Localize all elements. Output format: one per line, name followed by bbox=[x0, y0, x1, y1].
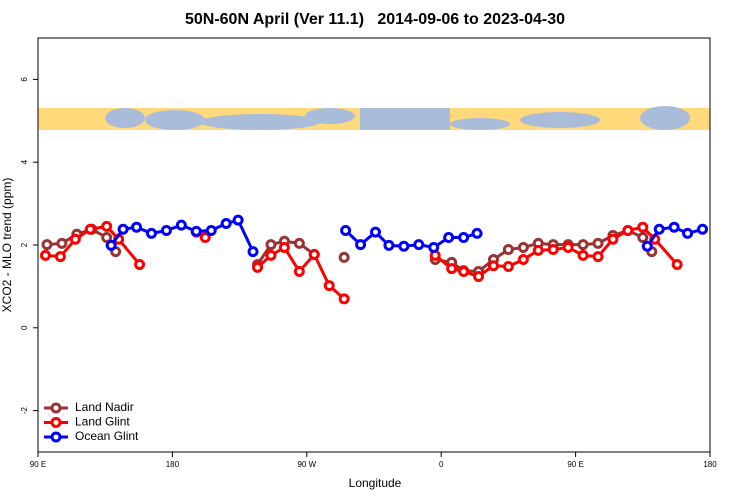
data-point bbox=[607, 233, 619, 245]
x-tick-label: 90 E bbox=[30, 460, 46, 469]
legend-marker bbox=[50, 402, 62, 414]
data-point bbox=[101, 232, 113, 244]
data-point bbox=[323, 280, 335, 292]
data-point bbox=[355, 239, 367, 251]
data-point bbox=[517, 253, 529, 265]
data-point bbox=[592, 237, 604, 249]
data-point bbox=[232, 214, 244, 226]
data-point bbox=[502, 261, 514, 273]
data-point bbox=[205, 225, 217, 237]
data-point bbox=[265, 249, 277, 261]
data-point bbox=[134, 258, 146, 270]
data-point bbox=[54, 251, 66, 263]
data-point bbox=[175, 219, 187, 231]
data-point bbox=[473, 270, 485, 282]
data-point bbox=[637, 232, 649, 244]
data-point bbox=[369, 226, 381, 238]
legend-label: Land Nadir bbox=[75, 400, 134, 414]
data-point bbox=[308, 249, 320, 261]
y-tick-label: 4 bbox=[20, 159, 29, 164]
data-point bbox=[641, 240, 653, 252]
data-point bbox=[682, 227, 694, 239]
chart-title: 50N-60N April (Ver 11.1) 2014-09-06 to 2… bbox=[185, 11, 565, 28]
data-point bbox=[428, 241, 440, 253]
y-tick-label: 6 bbox=[20, 77, 29, 82]
data-point bbox=[413, 239, 425, 251]
data-point bbox=[338, 293, 350, 305]
data-point bbox=[145, 227, 157, 239]
y-tick-label: 0 bbox=[20, 325, 29, 330]
data-point bbox=[117, 223, 129, 235]
data-point bbox=[622, 225, 634, 237]
data-point bbox=[443, 232, 455, 244]
data-point bbox=[160, 225, 172, 237]
legend-marker bbox=[50, 431, 62, 443]
data-point bbox=[471, 227, 483, 239]
data-point bbox=[293, 237, 305, 249]
data-point bbox=[532, 244, 544, 256]
y-tick-label: 2 bbox=[20, 242, 29, 247]
y-tick-label: -2 bbox=[20, 406, 29, 414]
data-point bbox=[190, 225, 202, 237]
map-strip bbox=[38, 106, 710, 130]
data-point bbox=[653, 223, 665, 235]
x-tick-label: 90 W bbox=[297, 460, 316, 469]
x-tick-label: 90 E bbox=[567, 460, 583, 469]
x-axis-label: Longitude bbox=[349, 476, 402, 490]
data-point bbox=[41, 239, 53, 251]
data-point bbox=[637, 221, 649, 233]
y-axis-label: XCO2 - MLO trend (ppm) bbox=[0, 178, 14, 313]
x-tick-label: 180 bbox=[166, 460, 180, 469]
data-point bbox=[446, 263, 458, 275]
data-point bbox=[517, 241, 529, 253]
data-point bbox=[671, 258, 683, 270]
x-tick-label: 180 bbox=[703, 460, 717, 469]
data-point bbox=[338, 251, 350, 263]
data-point bbox=[39, 249, 51, 261]
data-point bbox=[502, 244, 514, 256]
data-point bbox=[131, 221, 143, 233]
legend-marker bbox=[50, 417, 62, 428]
data-point bbox=[69, 233, 81, 245]
data-point bbox=[247, 246, 259, 258]
data-point bbox=[56, 237, 68, 249]
data-point bbox=[547, 244, 559, 256]
data-point bbox=[84, 223, 96, 235]
data-point bbox=[293, 265, 305, 277]
data-point bbox=[458, 265, 470, 277]
data-point bbox=[577, 249, 589, 261]
data-point bbox=[487, 260, 499, 272]
data-point bbox=[697, 223, 709, 235]
data-point bbox=[668, 221, 680, 233]
data-point bbox=[278, 241, 290, 253]
data-point bbox=[199, 232, 211, 244]
data-point bbox=[101, 220, 113, 232]
data-point bbox=[105, 239, 117, 251]
data-point bbox=[398, 240, 410, 252]
data-point bbox=[383, 239, 395, 251]
legend-label: Ocean Glint bbox=[75, 429, 139, 443]
data-point bbox=[220, 217, 232, 229]
data-point bbox=[562, 241, 574, 253]
x-tick-label: 0 bbox=[439, 460, 444, 469]
data-point bbox=[340, 225, 352, 237]
data-point bbox=[252, 261, 264, 273]
data-point bbox=[265, 239, 277, 251]
data-point bbox=[458, 232, 470, 244]
legend-label: Land Glint bbox=[75, 415, 130, 429]
data-point bbox=[577, 239, 589, 251]
data-point bbox=[592, 251, 604, 263]
